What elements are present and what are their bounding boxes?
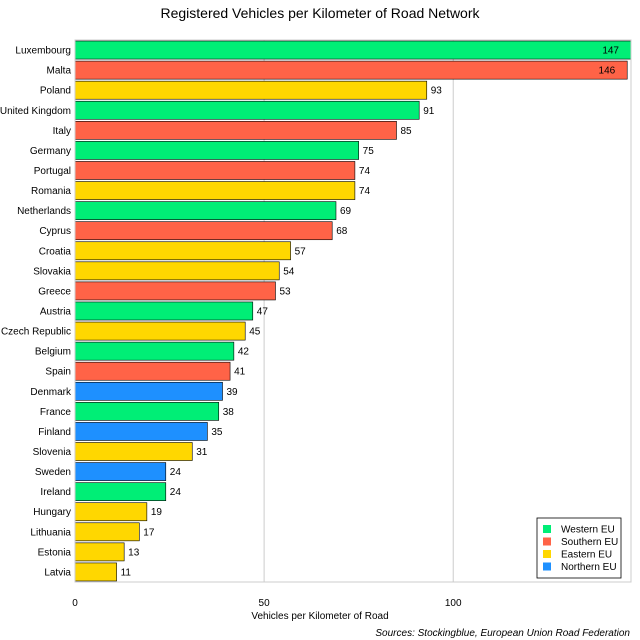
x-tick-label: 50 — [259, 598, 271, 609]
category-label: Romania — [31, 186, 71, 197]
labels: 0 50 100 Luxembourg 147 Malta 146 Poland 93 Unite… — [0, 46, 619, 609]
bar — [74, 141, 359, 160]
bar — [74, 542, 125, 562]
value-label: 93 — [431, 86, 443, 97]
bar — [74, 161, 356, 180]
bar — [74, 442, 193, 461]
category-label: Czech Republic — [1, 327, 71, 338]
x-tick-label: 100 — [445, 598, 462, 609]
value-label: 24 — [170, 467, 182, 478]
source-note: Sources: Stockingblue, European Union Ro… — [375, 628, 630, 639]
chart-title: Registered Vehicles per Kilometer of Roa… — [160, 5, 480, 21]
category-label: Finland — [38, 427, 71, 438]
category-label: Latvia — [44, 567, 71, 578]
bar — [74, 241, 291, 261]
value-label: 74 — [359, 186, 371, 197]
bar — [74, 381, 223, 401]
value-label: 146 — [599, 66, 616, 77]
bar — [74, 100, 420, 120]
bar — [74, 562, 117, 582]
legend-label: Eastern EU — [561, 550, 612, 561]
bar — [74, 502, 148, 522]
category-label: Slovenia — [33, 447, 72, 458]
legend-swatch — [543, 525, 551, 533]
legend-swatch — [543, 537, 551, 546]
value-label: 85 — [400, 126, 412, 137]
x-tick-label: 0 — [72, 598, 78, 609]
category-label: Ireland — [40, 487, 71, 498]
bar — [74, 261, 280, 281]
value-label: 13 — [128, 547, 140, 558]
value-label: 24 — [170, 487, 182, 498]
value-label: 47 — [257, 307, 269, 318]
legend-swatch — [543, 562, 551, 571]
value-label: 54 — [283, 266, 295, 277]
category-label: Luxembourg — [15, 46, 71, 57]
category-label: Hungary — [33, 507, 71, 518]
bar — [74, 221, 333, 241]
category-label: Slovakia — [33, 266, 71, 277]
category-label: Croatia — [39, 246, 72, 257]
value-label: 38 — [223, 407, 235, 418]
bar — [74, 121, 397, 140]
category-label: Italy — [53, 126, 71, 137]
bar — [74, 522, 140, 542]
bar — [74, 482, 167, 501]
category-label: Germany — [30, 146, 71, 157]
value-label: 53 — [279, 286, 291, 297]
value-label: 57 — [295, 246, 307, 257]
bar — [74, 402, 220, 421]
bar — [74, 462, 167, 481]
value-label: 31 — [196, 447, 208, 458]
bar — [74, 181, 356, 200]
category-label: Lithuania — [30, 527, 71, 538]
value-label: 42 — [238, 347, 250, 358]
category-label: Portugal — [34, 166, 71, 177]
bar — [74, 321, 246, 341]
bar — [74, 301, 254, 321]
legend-label: Southern EU — [561, 537, 618, 548]
value-label: 75 — [363, 146, 375, 157]
bar — [74, 281, 276, 301]
category-label: Denmark — [30, 387, 72, 398]
category-label: Poland — [40, 86, 71, 97]
category-label: Netherlands — [17, 206, 71, 217]
category-label: United Kingdom — [0, 106, 71, 117]
axes — [74, 39, 632, 583]
legend-label: Western EU — [561, 525, 615, 536]
category-label: Sweden — [35, 467, 71, 478]
category-label: Austria — [40, 307, 72, 318]
category-label: Belgium — [35, 347, 71, 358]
category-label: Cyprus — [39, 226, 71, 237]
bar — [74, 80, 428, 100]
bar — [74, 361, 231, 381]
value-label: 68 — [336, 226, 348, 237]
category-label: France — [40, 407, 72, 418]
value-label: 17 — [143, 527, 155, 538]
category-label: Malta — [47, 66, 72, 77]
bar — [74, 201, 337, 220]
bar — [74, 60, 628, 80]
bar — [74, 422, 208, 441]
value-label: 147 — [602, 46, 619, 57]
legend-label: Northern EU — [561, 562, 617, 573]
value-label: 69 — [340, 206, 352, 217]
value-label: 74 — [359, 166, 371, 177]
bar — [74, 341, 235, 361]
value-label: 41 — [234, 367, 246, 378]
value-label: 39 — [227, 387, 239, 398]
value-label: 11 — [121, 567, 132, 578]
category-label: Spain — [45, 367, 71, 378]
bar — [74, 40, 632, 60]
value-label: 45 — [249, 327, 261, 338]
value-label: 19 — [151, 507, 163, 518]
value-label: 91 — [423, 106, 435, 117]
category-label: Estonia — [38, 547, 72, 558]
value-label: 35 — [211, 427, 223, 438]
legend-swatch — [543, 550, 551, 558]
category-label: Greece — [38, 286, 71, 297]
x-axis-label: Vehicles per Kilometer of Road — [251, 611, 388, 622]
